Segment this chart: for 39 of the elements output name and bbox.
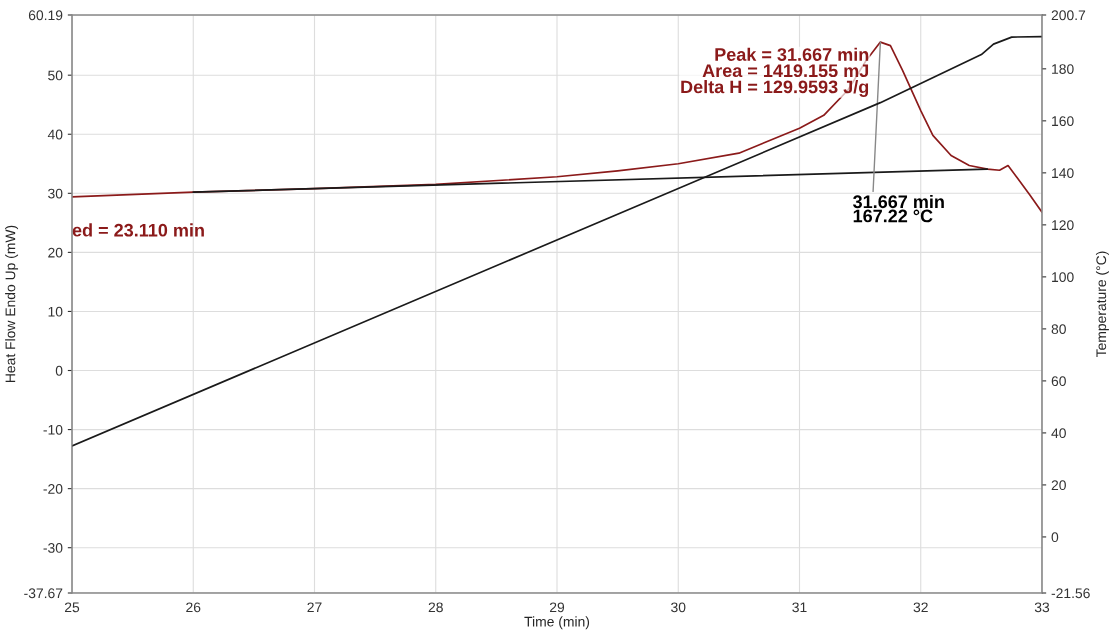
annotation: 31.667 min 167.22 °C (853, 194, 944, 223)
x-tick-label: 26 (186, 602, 201, 613)
y2-tick-label: 100 (1052, 272, 1074, 283)
y-tick-label: 40 (47, 129, 63, 140)
x-tick-label: 28 (428, 602, 443, 613)
y2-tick-label: 20 (1051, 480, 1066, 491)
y-tick-label: -20 (43, 483, 63, 494)
y-tick-label: 30 (48, 188, 63, 199)
y-tick-label: -30 (43, 543, 63, 553)
y-tick-label: -37.67 (24, 588, 63, 599)
y2-axis-title: Temperature (°C) (1095, 251, 1109, 358)
annotation: ed = 23.110 min (72, 223, 204, 237)
x-tick-label: 25 (64, 602, 80, 613)
x-axis-title: Time (min) (524, 616, 590, 630)
y2-tick-label: 0 (1051, 532, 1059, 543)
x-tick-label: 33 (1034, 602, 1050, 613)
y-tick-label: -10 (43, 424, 63, 435)
y2-tick-label: 180 (1052, 64, 1074, 74)
y2-tick-label: 80 (1051, 324, 1066, 335)
y-tick-label: 20 (48, 247, 63, 258)
y-tick-label: 60.19 (28, 10, 63, 21)
y-tick-label: 50 (48, 70, 63, 81)
y2-tick-label: 120 (1052, 220, 1074, 231)
y2-tick-label: 40 (1051, 428, 1066, 439)
x-tick-label: 27 (307, 602, 322, 613)
x-tick-label: 30 (671, 602, 686, 613)
x-tick-label: 31 (792, 602, 807, 613)
y2-tick-label: 200.7 (1051, 10, 1086, 21)
y-tick-label: 0 (55, 365, 63, 376)
annotation: Peak = 31.667 min Area = 1419.155 mJ Delta H = 129.9593 J/g (681, 47, 869, 97)
line-series (72, 35, 1042, 447)
y-tick-label: 10 (48, 306, 63, 317)
y-axis-title: Heat Flow Endo Up (mW) (5, 225, 19, 382)
y2-tick-label: 60 (1051, 376, 1066, 387)
y2-tick-label: -21.56 (1051, 588, 1090, 599)
y2-tick-label: 140 (1052, 168, 1074, 179)
x-tick-label: 32 (913, 602, 928, 613)
y2-tick-label: 160 (1052, 116, 1074, 127)
x-tick-label: 29 (549, 602, 565, 613)
